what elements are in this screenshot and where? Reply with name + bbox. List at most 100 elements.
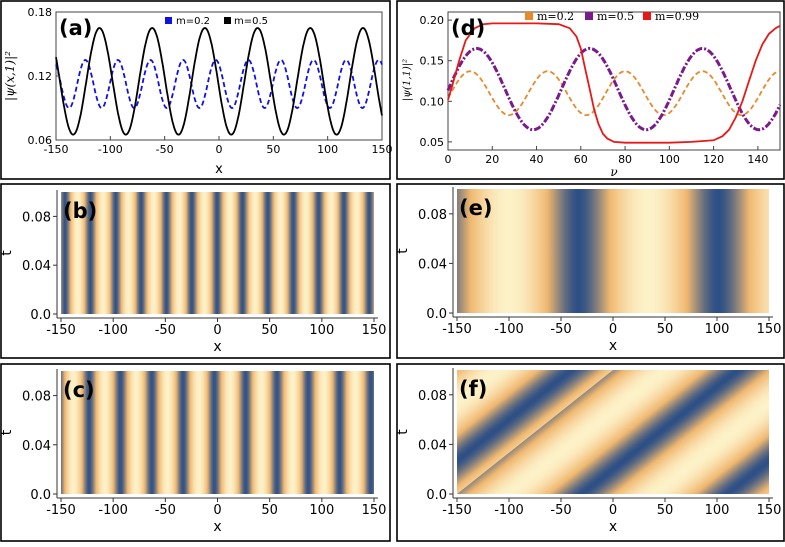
series-line-a-0	[55, 59, 383, 109]
panel-label: (c)	[63, 378, 95, 402]
x-tick-label: -100	[98, 323, 128, 338]
legend-d-purple-label: m=0.5	[597, 10, 634, 23]
panel-a-ylabel: |ψ(x,1)|²	[3, 51, 17, 101]
panel-a-axes	[55, 11, 383, 141]
x-axis-label: x	[213, 339, 221, 355]
x-tick-label: 50	[261, 323, 278, 338]
y-tick-label: 0.0	[426, 307, 447, 322]
x-tick-label: -50	[155, 503, 176, 518]
panel-b-frame	[0, 183, 391, 359]
heatmap-field	[457, 370, 769, 494]
x-tick-label: 150	[372, 143, 393, 156]
x-tick-label: 40	[530, 153, 544, 166]
panel-a-plot: -150 -100 -50 0 50 100 150 0.06 0.12 0.18 (a) m=0…	[3, 6, 393, 177]
x-tick-label: 0	[609, 322, 617, 337]
panel-f-frame	[396, 363, 785, 542]
x-tick-label: 100	[659, 153, 680, 166]
y-tick-label: 0.0	[30, 308, 51, 323]
x-tick-label: 20	[485, 153, 499, 166]
y-tick-label: 0.05	[420, 136, 445, 149]
y-tick-label: 0.18	[28, 6, 53, 19]
x-tick-label: 150	[362, 323, 387, 338]
y-tick-label: 0.04	[22, 439, 51, 454]
x-axis-label: x	[609, 519, 617, 535]
x-tick-label: 0	[213, 323, 221, 338]
series-line-a-1	[55, 27, 383, 136]
x-tick-label: 50	[261, 503, 278, 518]
x-tick-label: 0	[445, 153, 452, 166]
x-axis-label: x	[213, 519, 221, 535]
x-tick-label: -50	[550, 503, 571, 518]
panel-a-label: (a)	[59, 16, 92, 40]
x-tick-label: 150	[362, 503, 387, 518]
x-tick-label: -50	[155, 323, 176, 338]
x-axis-label: x	[609, 338, 617, 354]
x-tick-label: 0	[213, 503, 221, 518]
panel-label: (f)	[459, 377, 487, 401]
x-tick-label: -150	[44, 143, 69, 156]
heatmap-field	[61, 371, 374, 494]
panel-d-ylabel: |ψ(1,1)|²	[402, 59, 413, 101]
legend-d-red-swatch	[643, 12, 651, 20]
y-axis-label: t	[0, 250, 15, 256]
y-tick-label: 0.04	[418, 438, 447, 453]
heatmap-field	[769, 370, 785, 494]
y-tick-label: 0.08	[418, 208, 447, 223]
panel-d-xlabel: ν	[610, 165, 617, 179]
series-line-d-0	[447, 70, 780, 117]
x-tick-label: -100	[98, 143, 123, 156]
panel-e-frame	[396, 183, 785, 359]
y-tick-label: 0.08	[418, 389, 447, 404]
panel-f-plot: -150 -100 -50 0 50 100 150 0.0 0.04 0.08 x t (f)	[395, 368, 785, 535]
y-tick-label: 0.12	[28, 70, 53, 83]
legend-a-black-swatch	[224, 17, 231, 24]
x-tick-label: 120	[703, 153, 724, 166]
y-tick-label: 0.04	[22, 259, 51, 274]
panel-b-plot: -150 -100 -50 0 50 100 150 0.0 0.04 0.08 x t (b)	[0, 190, 386, 355]
x-tick-label: -150	[442, 322, 472, 337]
x-tick-label: 150	[757, 322, 782, 337]
legend-d-orange-label: m=0.2	[537, 10, 574, 23]
y-axis-label: t	[0, 429, 15, 435]
x-tick-label: 100	[317, 143, 338, 156]
panel-a-xlabel: x	[215, 162, 223, 177]
panel-e-plot: -150 -100 -50 0 50 100 150 0.0 0.04 0.08 x t (e)	[395, 187, 781, 354]
panel-c-plot: -150 -100 -50 0 50 100 150 0.0 0.04 0.08 x t (c)	[0, 369, 386, 535]
legend-a-black-label: m=0.5	[234, 16, 268, 27]
series-line-d-1	[446, 47, 782, 132]
y-tick-label: 0.06	[28, 134, 53, 147]
panel-a-frame	[0, 0, 391, 180]
y-axis-label: t	[395, 429, 411, 435]
x-tick-label: -50	[550, 322, 571, 337]
y-tick-label: 0.0	[426, 488, 447, 503]
x-tick-label: 100	[309, 503, 334, 518]
y-tick-label: 0.15	[420, 55, 445, 68]
x-tick-label: 50	[266, 143, 280, 156]
legend-d-orange-swatch	[525, 12, 533, 20]
x-tick-label: 80	[618, 153, 632, 166]
y-tick-label: 0.04	[418, 257, 447, 272]
x-tick-label: -100	[98, 503, 128, 518]
legend-a-blue-swatch	[165, 17, 172, 24]
x-tick-label: -50	[156, 143, 174, 156]
series-line-d-2	[447, 22, 781, 144]
x-tick-label: -100	[494, 322, 524, 337]
y-tick-label: 0.20	[420, 14, 445, 27]
x-tick-label: 60	[574, 153, 588, 166]
x-tick-label: -150	[442, 503, 472, 518]
x-tick-label: 100	[705, 503, 730, 518]
y-tick-label: 0.0	[30, 488, 51, 503]
x-tick-label: 140	[747, 153, 768, 166]
heatmap-field	[61, 192, 374, 314]
y-tick-label: 0.10	[420, 95, 445, 108]
panel-label: (e)	[459, 196, 492, 220]
y-tick-label: 0.08	[22, 210, 51, 225]
x-tick-label: -100	[494, 503, 524, 518]
panel-d-frame	[396, 0, 785, 180]
y-tick-label: 0.08	[22, 390, 51, 405]
x-tick-label: -150	[46, 323, 76, 338]
x-tick-label: 100	[705, 322, 730, 337]
panel-d-axes	[447, 11, 781, 151]
x-tick-label: -150	[46, 503, 76, 518]
